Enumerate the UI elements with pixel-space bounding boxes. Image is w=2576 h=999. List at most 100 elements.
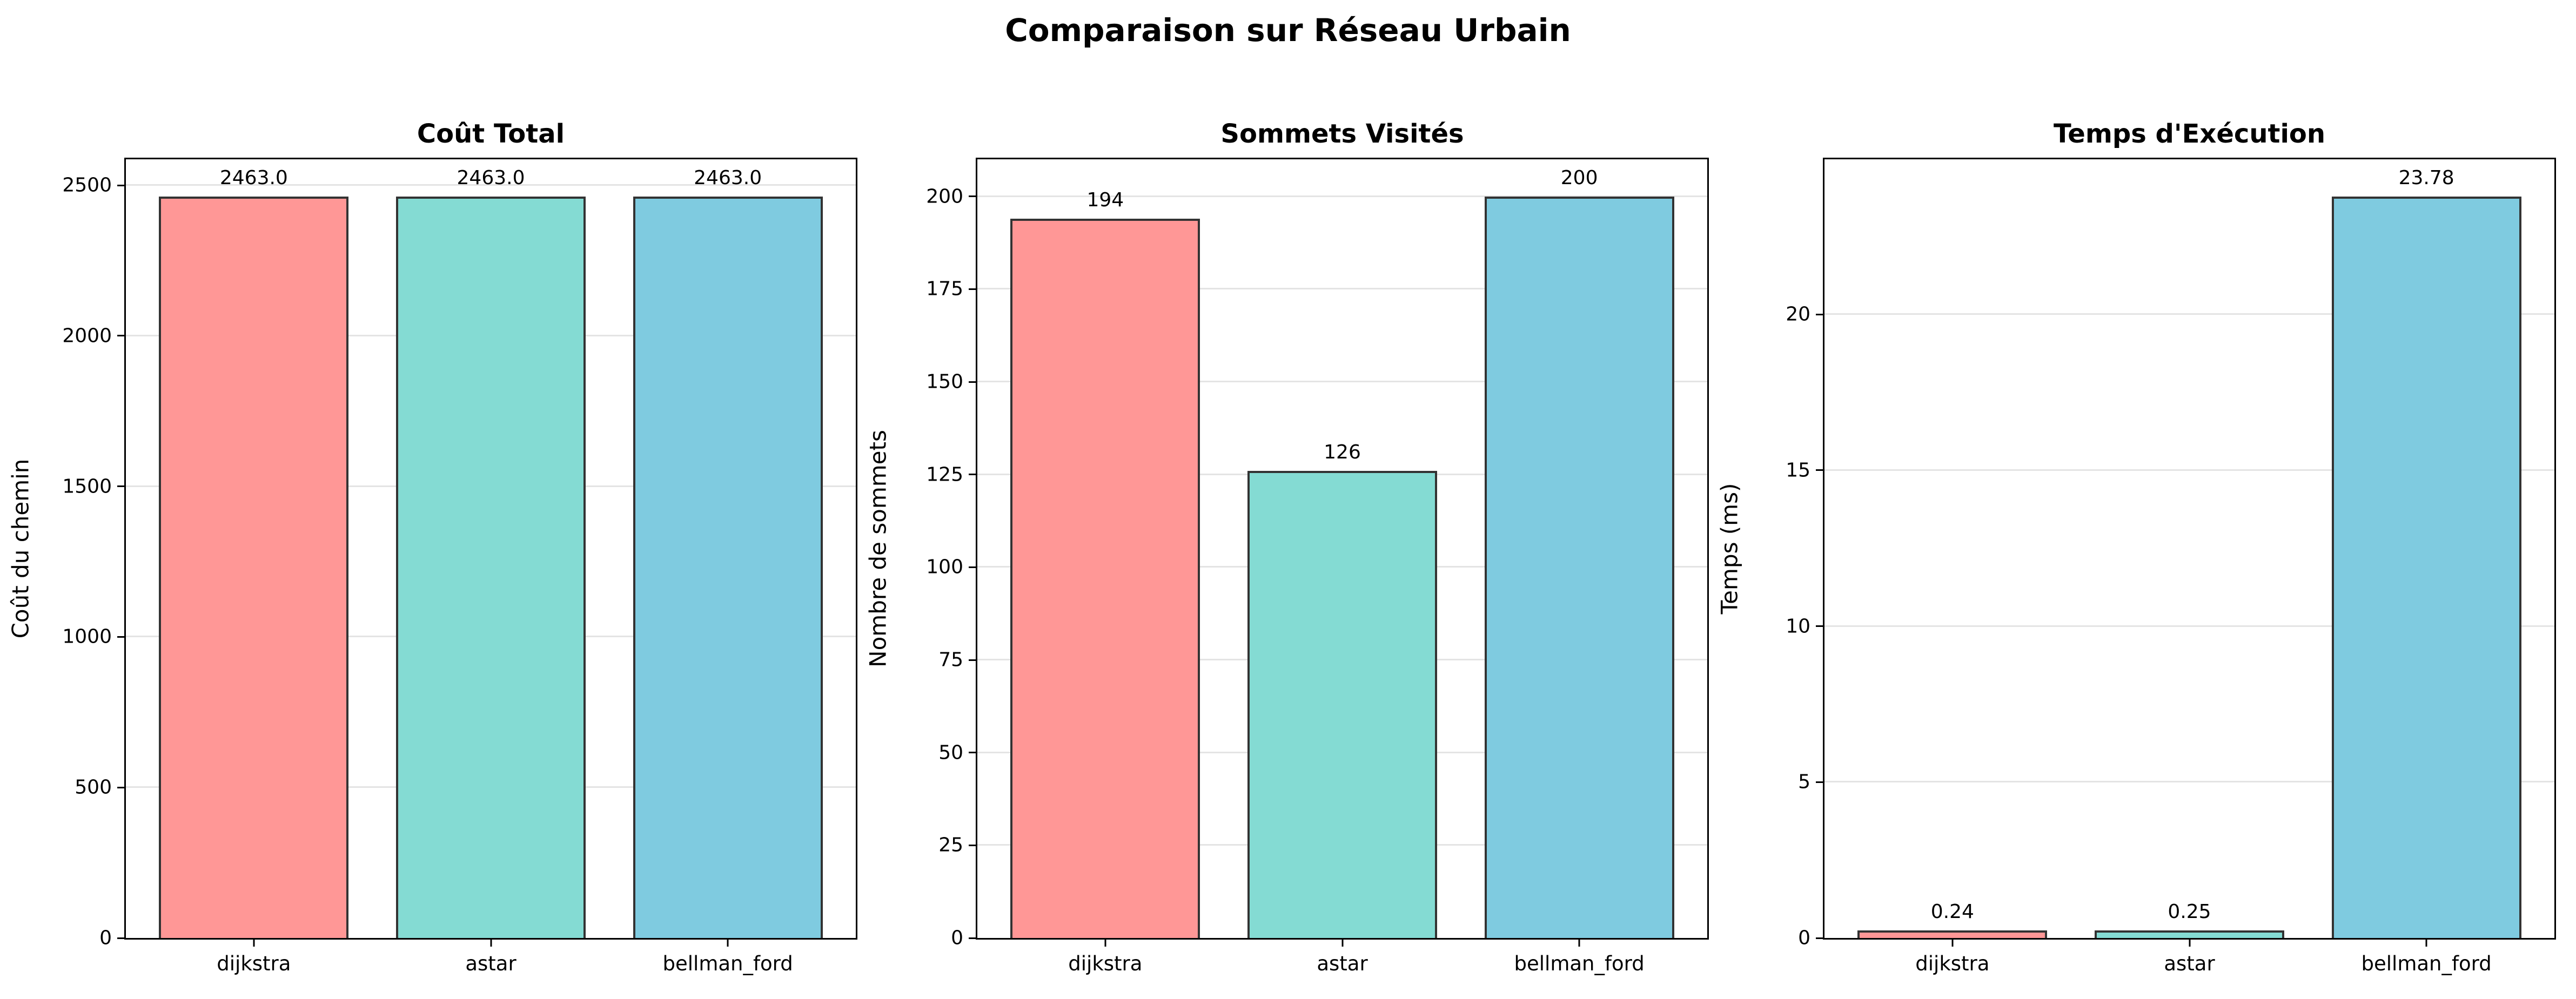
y-tick-label: 15 (1786, 459, 1810, 482)
y-tick-mark (117, 485, 126, 488)
gridline (977, 381, 1707, 382)
gridline (1824, 625, 2554, 627)
subplot-body: Temps (ms) 0 5 10 15 20 0.24 dijkstra 0.25 astar… (1709, 158, 2556, 975)
y-tick-mark (117, 184, 126, 186)
y-tick-label: 50 (938, 741, 963, 764)
y-tick-mark (969, 752, 977, 754)
y-tick-label: 75 (938, 649, 963, 671)
y-tick-label: 200 (926, 185, 963, 208)
bar-value-label: 194 (1086, 188, 1124, 211)
x-tick-label: astar (465, 952, 516, 975)
bar-value-label: 0.25 (2168, 900, 2211, 923)
charts-row: Coût Total Coût du chemin 0 500 1000 1500 20… (0, 50, 2576, 975)
gridline (977, 195, 1707, 197)
y-tick-mark (1816, 313, 1824, 315)
gridline (1824, 313, 2554, 315)
x-tick-mark (253, 938, 255, 947)
y-tick-label: 2500 (62, 174, 112, 197)
y-tick-label: 25 (938, 834, 963, 856)
y-tick-mark (117, 335, 126, 337)
y-tick-label: 20 (1786, 303, 1810, 326)
y-tick-mark (969, 937, 977, 939)
bar-value-label: 2463.0 (457, 166, 525, 189)
x-tick-mark (490, 938, 492, 947)
y-tick-mark (117, 786, 126, 788)
y-axis-label: Coût du chemin (7, 458, 33, 639)
y-tick-mark (969, 381, 977, 383)
bar-value-label: 2463.0 (694, 166, 762, 189)
bar-value-label: 2463.0 (219, 166, 288, 189)
y-tick-mark (1816, 781, 1824, 783)
y-tick-label: 0 (1798, 927, 1810, 949)
subplot-body: Nombre de sommets 0 25 50 75 100 125 150 175 200… (857, 158, 1709, 975)
bar (2095, 930, 2284, 938)
subplot-sommets-visites: Sommets Visités Nombre de sommets 0 25 50 7… (857, 50, 1709, 975)
subplot-title-row: Sommets Visités (976, 50, 1709, 158)
x-tick-mark (1341, 938, 1343, 947)
subplot-title: Coût Total (417, 119, 565, 149)
y-tick-label: 175 (926, 278, 963, 300)
y-tick-mark (1816, 625, 1824, 627)
bar (1247, 470, 1437, 938)
subplot-title-row: Temps d'Exécution (1823, 50, 2556, 158)
y-tick-mark (1816, 469, 1824, 471)
x-tick-label: bellman_ford (662, 952, 793, 975)
subplot-temps-execution: Temps d'Exécution Temps (ms) 0 5 10 15 20 0.2… (1709, 50, 2556, 975)
bar (159, 196, 349, 938)
plot-area: 0 25 50 75 100 125 150 175 200 194 dijkstra 126 asta… (926, 158, 1709, 975)
y-tick-mark (969, 474, 977, 476)
bar-value-label: 0.24 (1930, 901, 1974, 923)
bar-value-label: 126 (1324, 441, 1361, 463)
y-tick-label: 1000 (62, 625, 112, 648)
x-tick-mark (727, 938, 729, 947)
subplot-cout-total: Coût Total Coût du chemin 0 500 1000 1500 20… (0, 50, 857, 975)
bar-value-label: 23.78 (2398, 166, 2454, 189)
y-tick-label: 0 (99, 927, 112, 949)
y-axis-label-column: Temps (ms) (1709, 158, 1749, 940)
y-tick-label: 2000 (62, 325, 112, 347)
y-tick-label: 500 (75, 776, 112, 799)
bar (1484, 196, 1674, 938)
y-axis-tick-gutter (1749, 158, 1823, 940)
bar (1010, 218, 1200, 938)
y-tick-label: 100 (926, 556, 963, 578)
figure-title: Comparaison sur Réseau Urbain (1005, 12, 1571, 49)
subplot-title: Temps d'Exécution (2053, 119, 2326, 149)
x-tick-mark (1104, 938, 1106, 947)
plot-area: 0 5 10 15 20 0.24 dijkstra 0.25 astar 23.78 bellma… (1786, 158, 2556, 975)
y-tick-label: 125 (926, 463, 963, 486)
y-tick-label: 10 (1786, 615, 1810, 638)
gridline (126, 184, 856, 186)
y-axis-label-column: Coût du chemin (0, 158, 41, 940)
x-tick-mark (1578, 938, 1580, 947)
x-tick-mark (2425, 938, 2427, 947)
bar (1857, 930, 2048, 938)
y-tick-label: 5 (1798, 771, 1810, 793)
y-tick-mark (969, 195, 977, 198)
x-tick-label: astar (1317, 952, 1368, 975)
y-tick-label: 150 (926, 370, 963, 393)
bar (633, 196, 823, 938)
y-tick-mark (1816, 937, 1824, 939)
x-tick-label: astar (2164, 952, 2215, 975)
bar-value-label: 200 (1560, 166, 1598, 189)
y-axis-tick-gutter (898, 158, 976, 940)
y-axis-tick-gutter (41, 158, 124, 940)
x-tick-label: dijkstra (1068, 952, 1143, 975)
y-tick-label: 1500 (62, 475, 112, 498)
y-tick-mark (117, 636, 126, 638)
y-axis-label: Temps (ms) (1716, 483, 1742, 615)
subplot-body: Coût du chemin 0 500 1000 1500 2000 2500 2463.… (0, 158, 857, 975)
x-tick-label: dijkstra (217, 952, 291, 975)
x-tick-mark (1951, 938, 1954, 947)
x-tick-label: bellman_ford (1514, 952, 1645, 975)
x-tick-label: bellman_ford (2361, 952, 2492, 975)
plot-area: 0 500 1000 1500 2000 2500 2463.0 dijkstra 2463.0… (62, 158, 857, 975)
gridline (1824, 781, 2554, 783)
y-axis-label: Nombre de sommets (864, 430, 891, 667)
x-tick-mark (2189, 938, 2190, 947)
y-tick-mark (969, 566, 977, 568)
subplot-title: Sommets Visités (1220, 119, 1464, 149)
bar (396, 196, 586, 938)
